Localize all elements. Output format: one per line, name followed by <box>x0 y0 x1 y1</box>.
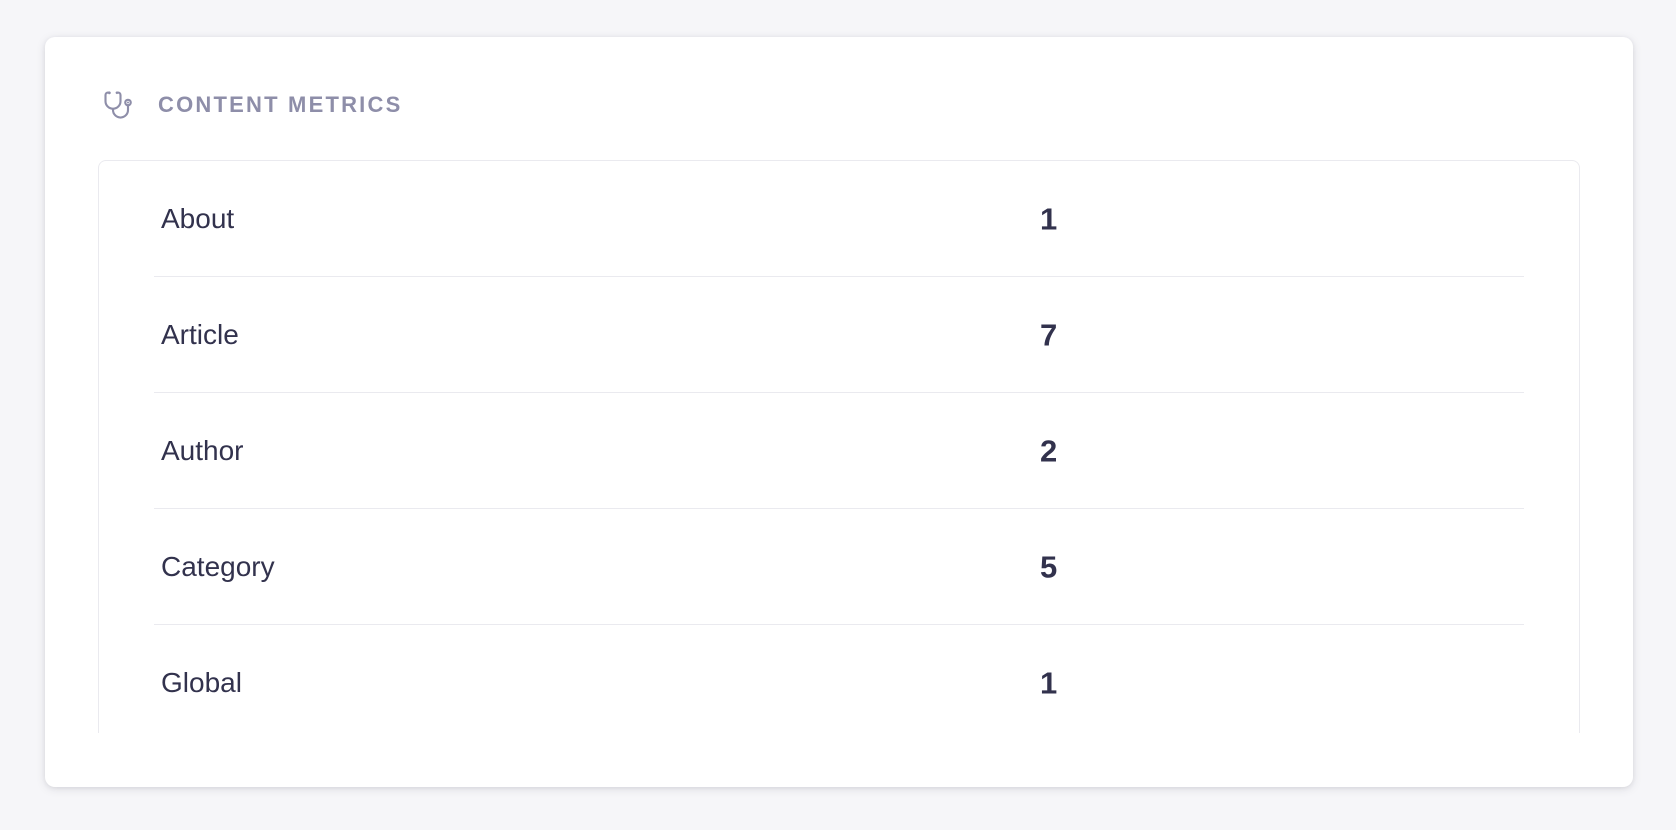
content-type-count: 2 <box>1039 433 1058 468</box>
content-type-label: Author <box>161 434 244 466</box>
widget-header: CONTENT METRICS <box>103 87 402 123</box>
table-row: Author 2 <box>154 393 1524 509</box>
content-type-count: 1 <box>1039 201 1058 236</box>
content-type-label: Article <box>161 318 239 350</box>
stethoscope-icon <box>104 91 132 119</box>
content-type-count: 7 <box>1039 317 1058 352</box>
table-row: About 1 <box>154 161 1524 277</box>
table-row: Article 7 <box>154 277 1524 393</box>
widget-title: CONTENT METRICS <box>158 92 403 117</box>
content-type-label: Category <box>161 550 275 582</box>
metrics-table: About 1 Article 7 Author 2 Category 5 Gl… <box>154 161 1524 733</box>
metrics-table-panel[interactable]: About 1 Article 7 Author 2 Category 5 Gl… <box>98 160 1580 733</box>
content-type-label: About <box>161 202 235 234</box>
content-metrics-widget-card: CONTENT METRICS About 1 Article 7 Author… <box>45 37 1633 787</box>
content-type-label: Global <box>161 666 242 698</box>
content-type-count: 5 <box>1039 549 1058 584</box>
table-row: Global 1 <box>154 625 1524 733</box>
table-row: Category 5 <box>154 509 1524 625</box>
content-type-count: 1 <box>1039 665 1058 700</box>
